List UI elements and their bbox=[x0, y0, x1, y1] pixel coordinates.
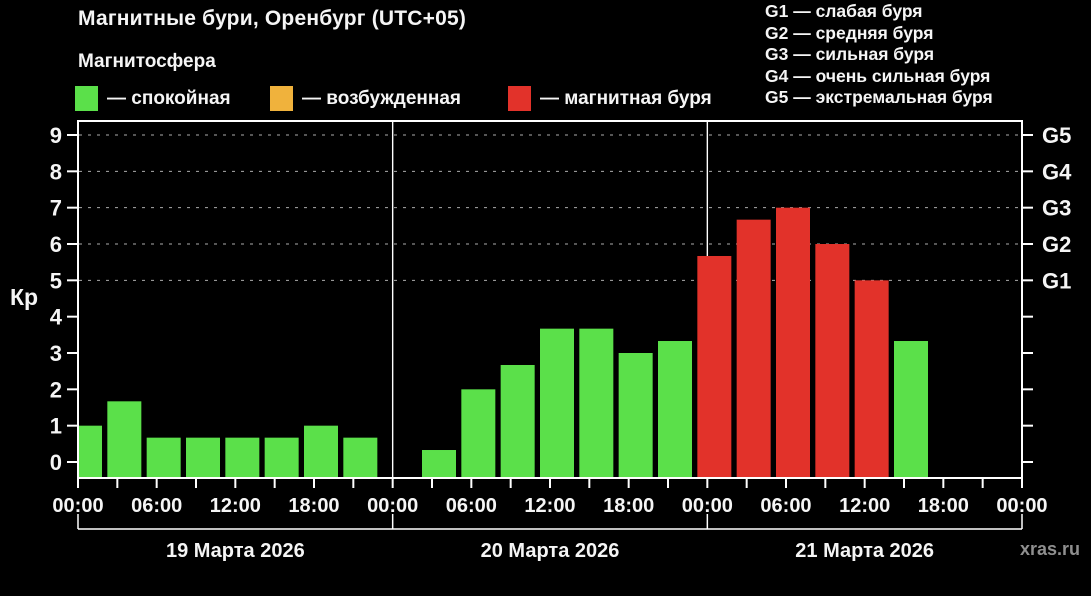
g-level-label-g3: G3 bbox=[1042, 196, 1071, 221]
y-tick-label: 2 bbox=[50, 377, 62, 402]
y-tick-label: 8 bbox=[50, 159, 62, 184]
time-label: 12:00 bbox=[524, 495, 575, 517]
kp-bar-day2-21:00 bbox=[657, 341, 692, 477]
legend-item-quiet: — спокойная bbox=[75, 86, 231, 111]
y-tick-label: 7 bbox=[50, 196, 62, 221]
kp-bar-day1-15:00 bbox=[264, 437, 299, 477]
kp-bar-day2-12:00 bbox=[539, 328, 574, 477]
y-tick-label: 6 bbox=[50, 232, 62, 257]
storm-scale-g1: G1 — слабая буря bbox=[765, 1, 923, 21]
kp-bar-day2-06:00 bbox=[461, 389, 496, 477]
time-label: 18:00 bbox=[288, 495, 339, 517]
plot-frame bbox=[77, 120, 1023, 479]
kp-bar-day3-06:00 bbox=[776, 207, 810, 477]
time-label: 00:00 bbox=[996, 495, 1047, 517]
storm-scale-g2: G2 — средняя буря bbox=[765, 22, 934, 43]
legend-item-storm: — магнитная буря bbox=[508, 86, 712, 111]
time-label: 12:00 bbox=[839, 495, 890, 517]
magnetosphere-label: Магнитосфера bbox=[78, 51, 216, 72]
time-label: 00:00 bbox=[682, 495, 733, 517]
kp-bar-day1-06:00 bbox=[146, 437, 181, 477]
y-tick-label: 5 bbox=[50, 268, 62, 293]
kp-bar-day2-03:00 bbox=[422, 450, 456, 477]
kp-bar-day3-03:00 bbox=[736, 219, 771, 478]
kp-bar-day1-09:00 bbox=[185, 437, 220, 477]
g-level-label-g4: G4 bbox=[1042, 159, 1072, 184]
g-level-label-g1: G1 bbox=[1042, 268, 1071, 293]
kp-bar-day1-18:00 bbox=[303, 425, 338, 477]
storm-scale-g4: G4 — очень сильная буря bbox=[765, 65, 991, 86]
storm-color-swatch bbox=[508, 86, 531, 111]
y-tick-label: 1 bbox=[50, 414, 62, 439]
date-label-day2: 20 Марта 2026 bbox=[481, 540, 620, 562]
kp-bar-day3-09:00 bbox=[815, 244, 850, 477]
time-label: 06:00 bbox=[760, 495, 811, 517]
time-label: 18:00 bbox=[918, 495, 969, 517]
date-label-day3: 21 Марта 2026 bbox=[795, 540, 934, 562]
kp-bar-day3-12:00 bbox=[854, 280, 889, 477]
time-label: 18:00 bbox=[603, 495, 654, 517]
excited-color-swatch bbox=[270, 86, 293, 111]
kp-axis-label: Кр bbox=[10, 284, 38, 310]
kp-bar-day1-21:00 bbox=[343, 437, 378, 477]
kp-bar-day3-00:00 bbox=[697, 255, 732, 477]
g-level-label-g2: G2 bbox=[1042, 232, 1071, 257]
legend-item-excited: — возбужденная bbox=[270, 86, 461, 111]
time-label: 00:00 bbox=[367, 495, 418, 517]
kp-bar-day2-15:00 bbox=[579, 328, 614, 477]
y-tick-label: 0 bbox=[50, 450, 62, 475]
legend-quiet-label: — спокойная bbox=[107, 87, 231, 109]
y-tick-label: 4 bbox=[50, 305, 63, 330]
legend-excited-label: — возбужденная bbox=[302, 87, 462, 109]
quiet-color-swatch bbox=[75, 86, 98, 111]
date-label-day1: 19 Марта 2026 bbox=[166, 540, 305, 562]
g-level-label-g5: G5 bbox=[1042, 123, 1071, 148]
kp-bar-day1-00:00 bbox=[79, 425, 102, 477]
kp-bar-day1-03:00 bbox=[107, 401, 142, 477]
y-tick-label: 3 bbox=[50, 341, 62, 366]
storm-scale-g5: G5 — экстремальная буря bbox=[765, 87, 993, 107]
y-tick-label: 9 bbox=[50, 123, 62, 148]
kp-bar-day2-18:00 bbox=[618, 353, 653, 477]
storm-scale-g3: G3 — сильная буря bbox=[765, 44, 935, 64]
kp-bar-day2-09:00 bbox=[500, 364, 535, 477]
time-label: 00:00 bbox=[52, 495, 103, 517]
kp-bar-day3-15:00 bbox=[893, 341, 928, 477]
legend-storm-label: — магнитная буря bbox=[540, 87, 712, 109]
kp-bar-day1-12:00 bbox=[225, 437, 260, 477]
watermark-xras: xras.ru bbox=[1020, 539, 1080, 559]
page-title: Магнитные бури, Оренбург (UTC+05) bbox=[78, 7, 467, 30]
time-label: 12:00 bbox=[210, 495, 261, 517]
storm-scale-legend: G1 — слабая буря G2 — средняя буря G3 — … bbox=[765, 1, 993, 109]
time-label: 06:00 bbox=[131, 495, 182, 517]
time-label: 06:00 bbox=[446, 495, 497, 517]
